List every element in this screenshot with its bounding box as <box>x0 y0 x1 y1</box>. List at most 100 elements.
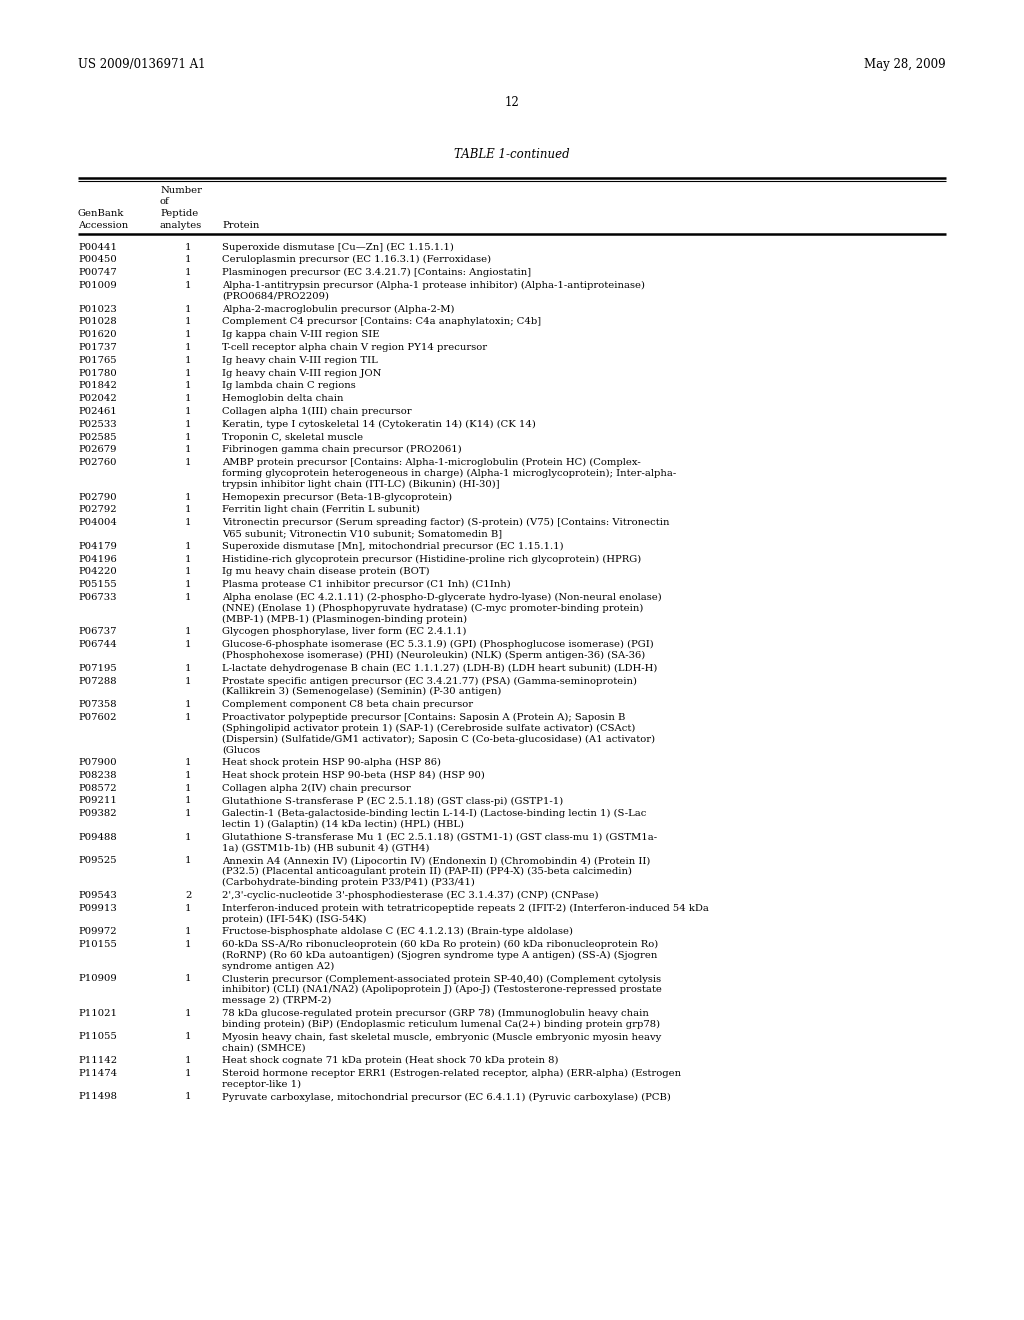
Text: 1: 1 <box>184 268 191 277</box>
Text: Ig mu heavy chain disease protein (BOT): Ig mu heavy chain disease protein (BOT) <box>222 568 430 577</box>
Text: (Kallikrein 3) (Semenogelase) (Seminin) (P-30 antigen): (Kallikrein 3) (Semenogelase) (Seminin) … <box>222 688 502 697</box>
Text: trypsin inhibitor light chain (ITI-LC) (Bikunin) (HI-30)]: trypsin inhibitor light chain (ITI-LC) (… <box>222 479 500 488</box>
Text: 1: 1 <box>184 796 191 805</box>
Text: P01842: P01842 <box>78 381 117 391</box>
Text: 1: 1 <box>184 833 191 842</box>
Text: (P32.5) (Placental anticoagulant protein II) (PAP-II) (PP4-X) (35-beta calcimedi: (P32.5) (Placental anticoagulant protein… <box>222 867 632 876</box>
Text: P02792: P02792 <box>78 506 117 515</box>
Text: P07195: P07195 <box>78 664 117 673</box>
Text: Heat shock protein HSP 90-beta (HSP 84) (HSP 90): Heat shock protein HSP 90-beta (HSP 84) … <box>222 771 485 780</box>
Text: 1: 1 <box>184 492 191 502</box>
Text: 1: 1 <box>184 330 191 339</box>
Text: P11498: P11498 <box>78 1093 117 1101</box>
Text: P11021: P11021 <box>78 1008 117 1018</box>
Text: 1: 1 <box>184 771 191 780</box>
Text: Clusterin precursor (Complement-associated protein SP-40,40) (Complement cytolys: Clusterin precursor (Complement-associat… <box>222 974 662 983</box>
Text: Keratin, type I cytoskeletal 14 (Cytokeratin 14) (K14) (CK 14): Keratin, type I cytoskeletal 14 (Cytoker… <box>222 420 536 429</box>
Text: P07358: P07358 <box>78 700 117 709</box>
Text: syndrome antigen A2): syndrome antigen A2) <box>222 962 335 970</box>
Text: 1: 1 <box>184 974 191 983</box>
Text: lectin 1) (Galaptin) (14 kDa lectin) (HPL) (HBL): lectin 1) (Galaptin) (14 kDa lectin) (HP… <box>222 820 464 829</box>
Text: P00441: P00441 <box>78 243 117 252</box>
Text: 1: 1 <box>184 445 191 454</box>
Text: Steroid hormone receptor ERR1 (Estrogen-related receptor, alpha) (ERR-alpha) (Es: Steroid hormone receptor ERR1 (Estrogen-… <box>222 1069 681 1078</box>
Text: 1: 1 <box>184 317 191 326</box>
Text: 1: 1 <box>184 1093 191 1101</box>
Text: 1: 1 <box>184 1056 191 1065</box>
Text: Interferon-induced protein with tetratricopeptide repeats 2 (IFIT-2) (Interferon: Interferon-induced protein with tetratri… <box>222 904 709 913</box>
Text: 1: 1 <box>184 713 191 722</box>
Text: P02585: P02585 <box>78 433 117 441</box>
Text: Ceruloplasmin precursor (EC 1.16.3.1) (Ferroxidase): Ceruloplasmin precursor (EC 1.16.3.1) (F… <box>222 255 492 264</box>
Text: Collagen alpha 1(III) chain precursor: Collagen alpha 1(III) chain precursor <box>222 407 412 416</box>
Text: Heat shock cognate 71 kDa protein (Heat shock 70 kDa protein 8): Heat shock cognate 71 kDa protein (Heat … <box>222 1056 558 1065</box>
Text: P09211: P09211 <box>78 796 117 805</box>
Text: 1: 1 <box>184 784 191 793</box>
Text: P04196: P04196 <box>78 554 117 564</box>
Text: receptor-like 1): receptor-like 1) <box>222 1080 301 1089</box>
Text: Galectin-1 (Beta-galactoside-binding lectin L-14-I) (Lactose-binding lectin 1) (: Galectin-1 (Beta-galactoside-binding lec… <box>222 809 646 818</box>
Text: P06744: P06744 <box>78 640 117 649</box>
Text: Hemopexin precursor (Beta-1B-glycoprotein): Hemopexin precursor (Beta-1B-glycoprotei… <box>222 492 453 502</box>
Text: 1: 1 <box>184 676 191 685</box>
Text: 1: 1 <box>184 568 191 577</box>
Text: P00450: P00450 <box>78 255 117 264</box>
Text: 1a) (GSTM1b-1b) (HB subunit 4) (GTH4): 1a) (GSTM1b-1b) (HB subunit 4) (GTH4) <box>222 843 429 853</box>
Text: P06733: P06733 <box>78 593 117 602</box>
Text: Superoxide dismutase [Cu—Zn] (EC 1.15.1.1): Superoxide dismutase [Cu—Zn] (EC 1.15.1.… <box>222 243 454 252</box>
Text: L-lactate dehydrogenase B chain (EC 1.1.1.27) (LDH-B) (LDH heart subunit) (LDH-H: L-lactate dehydrogenase B chain (EC 1.1.… <box>222 664 657 673</box>
Text: P11142: P11142 <box>78 1056 117 1065</box>
Text: 1: 1 <box>184 554 191 564</box>
Text: GenBank: GenBank <box>78 209 124 218</box>
Text: (PRO0684/PRO2209): (PRO0684/PRO2209) <box>222 292 329 301</box>
Text: P06737: P06737 <box>78 627 117 636</box>
Text: 1: 1 <box>184 1008 191 1018</box>
Text: chain) (SMHCE): chain) (SMHCE) <box>222 1043 305 1052</box>
Text: Ig lambda chain C regions: Ig lambda chain C regions <box>222 381 355 391</box>
Text: 1: 1 <box>184 381 191 391</box>
Text: 1: 1 <box>184 1069 191 1078</box>
Text: message 2) (TRPM-2): message 2) (TRPM-2) <box>222 997 332 1006</box>
Text: 1: 1 <box>184 407 191 416</box>
Text: P09525: P09525 <box>78 857 117 866</box>
Text: Alpha enolase (EC 4.2.1.11) (2-phospho-D-glycerate hydro-lyase) (Non-neural enol: Alpha enolase (EC 4.2.1.11) (2-phospho-D… <box>222 593 662 602</box>
Text: Plasminogen precursor (EC 3.4.21.7) [Contains: Angiostatin]: Plasminogen precursor (EC 3.4.21.7) [Con… <box>222 268 531 277</box>
Text: 1: 1 <box>184 627 191 636</box>
Text: P01780: P01780 <box>78 368 117 378</box>
Text: P01737: P01737 <box>78 343 117 352</box>
Text: Number: Number <box>160 186 202 195</box>
Text: inhibitor) (CLI) (NA1/NA2) (Apolipoprotein J) (Apo-J) (Testosterone-repressed pr: inhibitor) (CLI) (NA1/NA2) (Apolipoprote… <box>222 985 662 994</box>
Text: (Carbohydrate-binding protein P33/P41) (P33/41): (Carbohydrate-binding protein P33/P41) (… <box>222 878 475 887</box>
Text: P01028: P01028 <box>78 317 117 326</box>
Text: P07288: P07288 <box>78 676 117 685</box>
Text: P02461: P02461 <box>78 407 117 416</box>
Text: May 28, 2009: May 28, 2009 <box>864 58 946 71</box>
Text: 1: 1 <box>184 593 191 602</box>
Text: 1: 1 <box>184 458 191 467</box>
Text: 1: 1 <box>184 281 191 290</box>
Text: 1: 1 <box>184 519 191 527</box>
Text: P09543: P09543 <box>78 891 117 900</box>
Text: 1: 1 <box>184 700 191 709</box>
Text: 60-kDa SS-A/Ro ribonucleoprotein (60 kDa Ro protein) (60 kDa ribonucleoprotein R: 60-kDa SS-A/Ro ribonucleoprotein (60 kDa… <box>222 940 658 949</box>
Text: Pyruvate carboxylase, mitochondrial precursor (EC 6.4.1.1) (Pyruvic carboxylase): Pyruvate carboxylase, mitochondrial prec… <box>222 1093 671 1102</box>
Text: 1: 1 <box>184 940 191 949</box>
Text: (Dispersin) (Sulfatide/GM1 activator); Saposin C (Co-beta-glucosidase) (A1 activ: (Dispersin) (Sulfatide/GM1 activator); S… <box>222 734 655 743</box>
Text: 2',3'-cyclic-nucleotide 3'-phosphodiesterase (EC 3.1.4.37) (CNP) (CNPase): 2',3'-cyclic-nucleotide 3'-phosphodieste… <box>222 891 599 900</box>
Text: Ferritin light chain (Ferritin L subunit): Ferritin light chain (Ferritin L subunit… <box>222 506 420 515</box>
Text: P11474: P11474 <box>78 1069 117 1078</box>
Text: P08572: P08572 <box>78 784 117 793</box>
Text: Alpha-1-antitrypsin precursor (Alpha-1 protease inhibitor) (Alpha-1-antiproteina: Alpha-1-antitrypsin precursor (Alpha-1 p… <box>222 281 645 290</box>
Text: P01765: P01765 <box>78 355 117 364</box>
Text: 1: 1 <box>184 243 191 252</box>
Text: P11055: P11055 <box>78 1032 117 1041</box>
Text: P09488: P09488 <box>78 833 117 842</box>
Text: P04179: P04179 <box>78 541 117 550</box>
Text: P01009: P01009 <box>78 281 117 290</box>
Text: Fructose-bisphosphate aldolase C (EC 4.1.2.13) (Brain-type aldolase): Fructose-bisphosphate aldolase C (EC 4.1… <box>222 927 573 936</box>
Text: 1: 1 <box>184 1032 191 1041</box>
Text: Glucose-6-phosphate isomerase (EC 5.3.1.9) (GPI) (Phosphoglucose isomerase) (PGI: Glucose-6-phosphate isomerase (EC 5.3.1.… <box>222 640 653 649</box>
Text: P04220: P04220 <box>78 568 117 577</box>
Text: Heat shock protein HSP 90-alpha (HSP 86): Heat shock protein HSP 90-alpha (HSP 86) <box>222 758 441 767</box>
Text: Alpha-2-macroglobulin precursor (Alpha-2-M): Alpha-2-macroglobulin precursor (Alpha-2… <box>222 305 455 314</box>
